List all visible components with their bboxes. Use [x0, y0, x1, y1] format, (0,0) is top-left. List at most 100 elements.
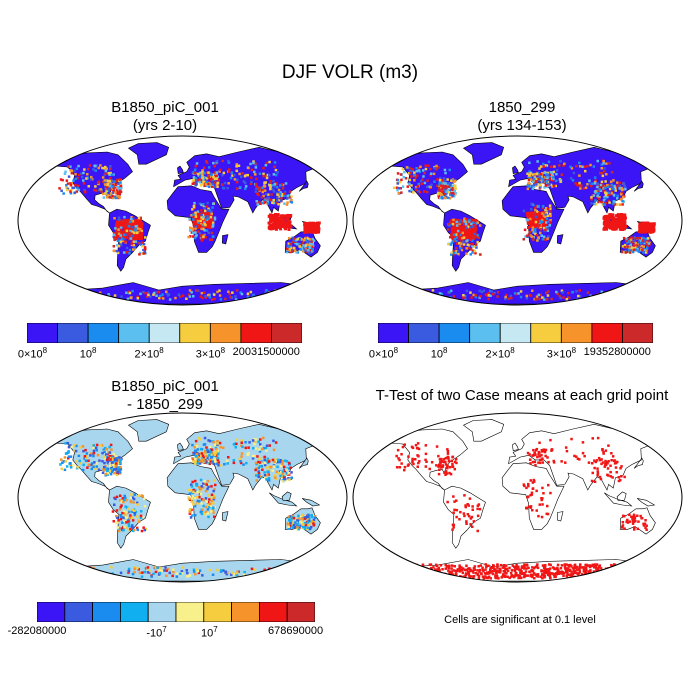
map-cell: [606, 220, 610, 224]
map-cell: [554, 184, 557, 188]
map-cell: [552, 177, 555, 181]
map-cell: [588, 179, 591, 182]
map-cell: [137, 241, 141, 245]
map-cell: [110, 566, 113, 569]
continent-greenland: [127, 419, 170, 442]
map-cell: [621, 225, 625, 229]
map-cell: [269, 179, 273, 183]
map-cell: [119, 219, 122, 223]
map-cell: [432, 172, 436, 176]
map-cell: [621, 521, 625, 524]
map-cell: [109, 184, 112, 187]
map-cell: [268, 444, 271, 447]
map-cell: [430, 183, 433, 186]
map-cell: [274, 476, 277, 479]
map-cell: [642, 239, 646, 242]
map-cell: [120, 527, 123, 530]
map-cell: [197, 172, 200, 176]
map-cell: [443, 168, 447, 172]
map-cell: [262, 194, 265, 198]
map-cell: [226, 186, 229, 190]
map-cell: [258, 188, 261, 191]
map-cell: [547, 290, 550, 293]
map-cell: [125, 246, 129, 250]
map-cell: [426, 179, 429, 182]
map-cell: [103, 450, 106, 454]
map-cell: [200, 502, 203, 505]
map-cell: [544, 212, 547, 215]
map-cell: [209, 172, 212, 175]
map-cell: [113, 471, 116, 475]
map-cell: [210, 499, 214, 503]
map-cell: [624, 225, 627, 228]
map-cell: [121, 222, 125, 226]
map-cell: [243, 174, 247, 178]
map-cell: [539, 458, 542, 462]
map-cell: [590, 198, 593, 201]
map-cell: [435, 164, 438, 168]
map-cell: [283, 194, 286, 197]
map-cell: [541, 205, 545, 208]
map-cell: [478, 296, 481, 299]
map-cell: [400, 453, 403, 456]
map-cell: [532, 231, 535, 234]
map-cell: [192, 231, 195, 235]
map-cell: [263, 199, 267, 202]
map-cell: [211, 573, 215, 576]
map-cell: [59, 463, 62, 466]
map-cell: [566, 570, 569, 573]
map-cell: [110, 467, 113, 471]
map-cell: [459, 245, 462, 248]
map-cell: [308, 230, 312, 234]
map-cell: [472, 571, 475, 574]
map-cell: [448, 466, 452, 469]
map-cell: [235, 571, 238, 575]
map-cell: [205, 229, 209, 232]
map-cell: [120, 237, 124, 240]
map-cell: [92, 465, 95, 469]
map-cell: [549, 438, 552, 442]
map-cell: [605, 190, 608, 193]
map-cell: [135, 236, 139, 240]
map-cell: [285, 203, 289, 206]
map-cell: [529, 294, 533, 297]
map-cell: [230, 171, 234, 174]
map-cell: [552, 459, 555, 463]
map-cell: [634, 237, 637, 240]
map-cell: [424, 452, 428, 456]
continent-uk: [512, 165, 519, 174]
map-cell: [279, 223, 283, 227]
map-cell: [446, 450, 450, 453]
map-cell: [210, 485, 213, 488]
map-cell: [142, 248, 145, 252]
map-cell: [539, 173, 543, 176]
map-cell: [106, 458, 109, 461]
map-cell: [279, 191, 282, 194]
map-cell: [199, 295, 203, 298]
map-cell: [546, 512, 550, 516]
map-cell: [117, 218, 121, 221]
map-cell: [567, 291, 570, 295]
map-cell: [546, 229, 550, 232]
map-cell: [620, 187, 623, 191]
map-cell: [286, 247, 289, 251]
map-cell: [597, 192, 600, 195]
map-cell: [633, 528, 636, 531]
map-cell: [225, 572, 229, 576]
map-cell: [132, 497, 136, 501]
map-cell: [257, 470, 260, 473]
map-cell: [537, 236, 540, 239]
map-cell: [267, 479, 271, 482]
map-cell: [455, 247, 458, 250]
map-cell: [209, 451, 212, 454]
map-cell: [421, 169, 425, 172]
map-cell: [279, 197, 282, 200]
map-cell: [552, 461, 556, 464]
map-cell: [621, 250, 624, 253]
map-cell: [128, 231, 131, 235]
map-cell: [544, 184, 548, 187]
map-cell: [115, 189, 119, 192]
map-cell: [125, 231, 129, 235]
map-cell: [612, 193, 616, 197]
map-cell: [194, 211, 197, 214]
